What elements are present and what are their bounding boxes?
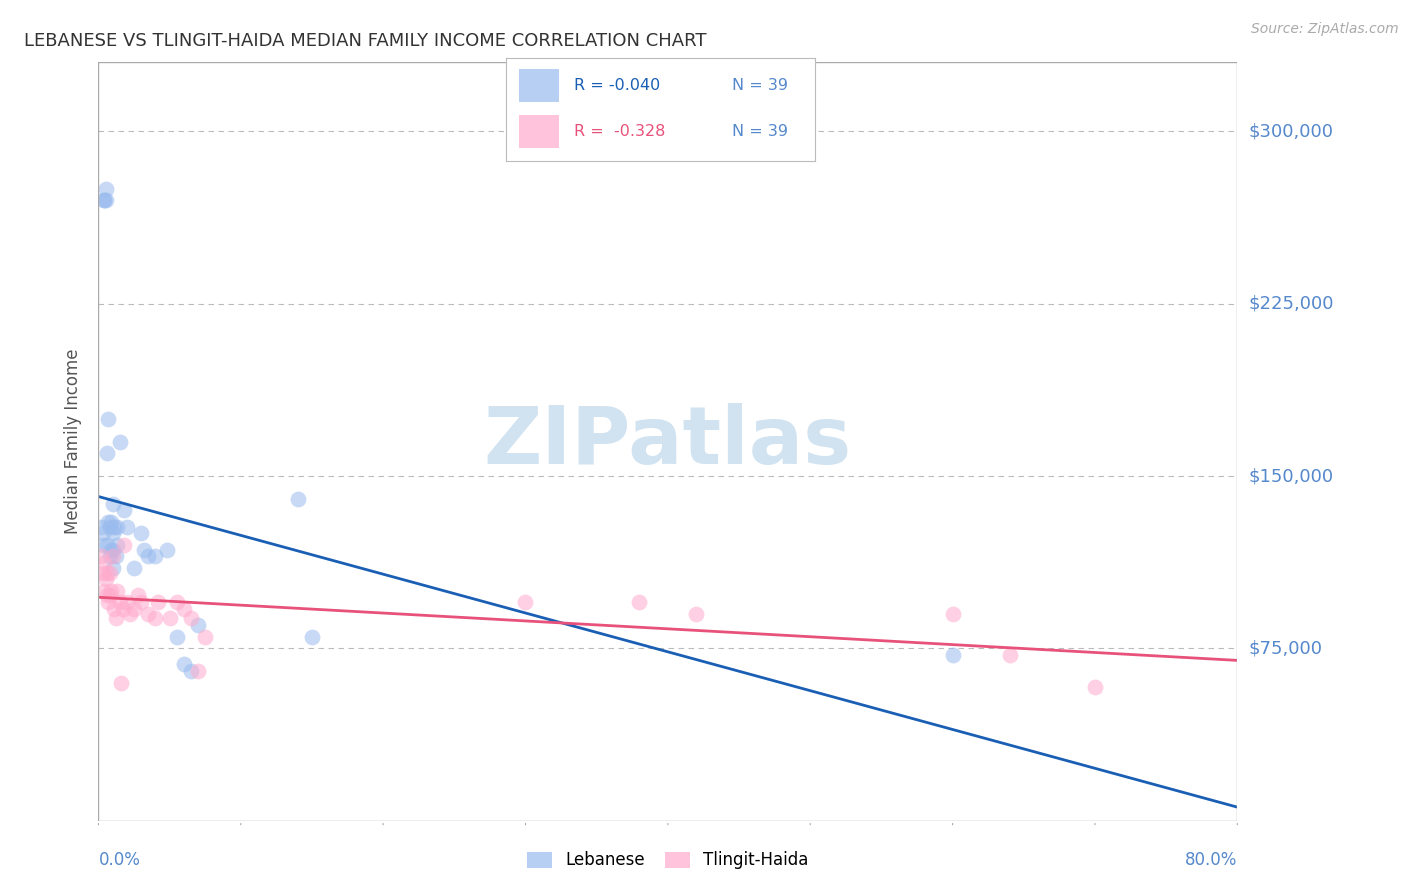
Point bbox=[98, 519, 121, 533]
Point bbox=[93, 557, 115, 571]
Point bbox=[136, 549, 159, 564]
Point bbox=[101, 542, 124, 557]
Point bbox=[122, 561, 145, 575]
Point bbox=[110, 675, 132, 690]
Text: 80.0%: 80.0% bbox=[1185, 851, 1237, 869]
Point bbox=[100, 542, 122, 557]
Point bbox=[93, 194, 115, 208]
Point bbox=[91, 526, 114, 541]
Point bbox=[628, 595, 651, 609]
Text: $225,000: $225,000 bbox=[1249, 294, 1334, 313]
Point bbox=[180, 665, 202, 679]
Text: 0.0%: 0.0% bbox=[98, 851, 141, 869]
Point bbox=[187, 665, 209, 679]
Point bbox=[301, 630, 323, 644]
Point bbox=[173, 657, 195, 672]
Point bbox=[187, 618, 209, 632]
Text: Source: ZipAtlas.com: Source: ZipAtlas.com bbox=[1251, 22, 1399, 37]
Text: N = 39: N = 39 bbox=[733, 124, 787, 139]
Point bbox=[942, 648, 965, 663]
Point bbox=[156, 542, 179, 557]
Point bbox=[685, 607, 707, 621]
Point bbox=[122, 602, 145, 616]
Point bbox=[105, 519, 128, 533]
Point bbox=[998, 648, 1021, 663]
Point bbox=[118, 607, 141, 621]
Point bbox=[90, 519, 112, 533]
Point bbox=[136, 607, 159, 621]
Point bbox=[1084, 681, 1107, 695]
Point bbox=[103, 602, 125, 616]
Point bbox=[132, 542, 155, 557]
Point bbox=[180, 611, 202, 625]
Point bbox=[98, 549, 121, 564]
Point bbox=[145, 549, 167, 564]
Point bbox=[91, 566, 114, 580]
Point bbox=[97, 515, 120, 529]
Point bbox=[96, 446, 118, 460]
Point bbox=[97, 595, 120, 609]
Bar bbox=[519, 115, 558, 148]
Point bbox=[96, 538, 118, 552]
Point bbox=[173, 602, 195, 616]
Point bbox=[93, 194, 115, 208]
Point bbox=[94, 182, 117, 196]
Point bbox=[91, 538, 114, 552]
Point bbox=[96, 566, 118, 580]
Point bbox=[108, 434, 131, 449]
Point bbox=[127, 589, 149, 603]
Point bbox=[515, 595, 537, 609]
Point bbox=[94, 573, 117, 587]
Point bbox=[101, 497, 124, 511]
Point bbox=[148, 595, 170, 609]
Text: R = -0.040: R = -0.040 bbox=[574, 78, 661, 93]
Point bbox=[942, 607, 965, 621]
Point bbox=[105, 583, 128, 598]
Point bbox=[98, 566, 121, 580]
Bar bbox=[519, 70, 558, 102]
Text: ZIPatlas: ZIPatlas bbox=[484, 402, 852, 481]
Text: N = 39: N = 39 bbox=[733, 78, 787, 93]
Text: $75,000: $75,000 bbox=[1249, 640, 1323, 657]
Point bbox=[103, 519, 125, 533]
Point bbox=[129, 526, 152, 541]
Point bbox=[101, 561, 124, 575]
Text: R =  -0.328: R = -0.328 bbox=[574, 124, 665, 139]
Point bbox=[115, 519, 138, 533]
Point bbox=[194, 630, 217, 644]
Text: $150,000: $150,000 bbox=[1249, 467, 1333, 485]
Point bbox=[104, 549, 127, 564]
Text: $300,000: $300,000 bbox=[1249, 122, 1333, 140]
Point bbox=[115, 595, 138, 609]
Point bbox=[287, 491, 309, 506]
Point bbox=[98, 589, 121, 603]
Point bbox=[145, 611, 167, 625]
Point bbox=[112, 503, 135, 517]
Point bbox=[93, 583, 115, 598]
Point bbox=[159, 611, 181, 625]
Point bbox=[129, 595, 152, 609]
Point bbox=[112, 538, 135, 552]
Point bbox=[101, 549, 124, 564]
Text: LEBANESE VS TLINGIT-HAIDA MEDIAN FAMILY INCOME CORRELATION CHART: LEBANESE VS TLINGIT-HAIDA MEDIAN FAMILY … bbox=[24, 32, 707, 50]
Point bbox=[94, 194, 117, 208]
Point bbox=[101, 526, 124, 541]
Point bbox=[90, 549, 112, 564]
Legend: Lebanese, Tlingit-Haida: Lebanese, Tlingit-Haida bbox=[527, 851, 808, 869]
Point bbox=[105, 538, 128, 552]
Point bbox=[100, 515, 122, 529]
Point bbox=[97, 411, 120, 425]
Point bbox=[104, 611, 127, 625]
Y-axis label: Median Family Income: Median Family Income bbox=[65, 349, 83, 534]
Point bbox=[100, 583, 122, 598]
Point bbox=[166, 630, 188, 644]
Point bbox=[166, 595, 188, 609]
Point bbox=[96, 589, 118, 603]
Point bbox=[108, 595, 131, 609]
Point bbox=[111, 602, 134, 616]
